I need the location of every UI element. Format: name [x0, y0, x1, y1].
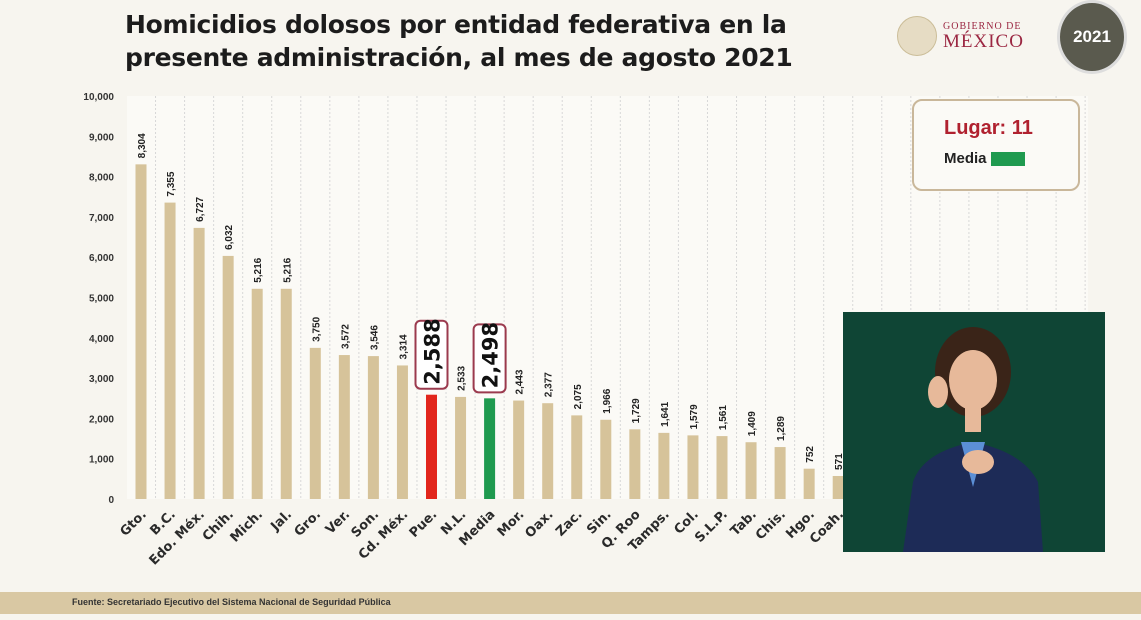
- data-label: 1,409: [747, 411, 758, 436]
- data-label: 3,572: [340, 324, 351, 349]
- data-label: 2,443: [515, 369, 526, 394]
- data-label: 2,075: [573, 384, 584, 409]
- y-tick-label: 9,000: [89, 132, 114, 143]
- bar-bc: [164, 202, 176, 499]
- bar-tab: [745, 442, 757, 499]
- bar-edomx: [193, 227, 205, 499]
- bar-pue: [426, 394, 437, 499]
- eagle-seal-icon: [897, 16, 937, 56]
- x-tick-label: Jal.: [267, 507, 295, 535]
- y-tick-label: 1,000: [89, 455, 114, 466]
- legend-box: Lugar: 11 Media: [912, 99, 1080, 191]
- highlight-label-box: [472, 323, 507, 394]
- lugar-label: Lugar:: [944, 117, 1007, 139]
- x-tick-label: Gro.: [292, 507, 324, 539]
- y-tick-label: 0: [108, 495, 114, 506]
- data-label: 1,579: [689, 404, 700, 429]
- bar-mor: [513, 400, 525, 499]
- gobierno-logo: GOBIERNO DE MÉXICO: [897, 16, 1024, 56]
- logo-line-2: MÉXICO: [943, 30, 1024, 52]
- x-tick-label: Oax.: [522, 507, 556, 541]
- data-label: 3,546: [369, 325, 380, 350]
- title-line-2: presente administración, al mes de agost…: [125, 43, 793, 72]
- badge-2021: 2021: [1057, 0, 1127, 74]
- data-label: 2,498: [479, 322, 503, 388]
- x-tick-label: S.L.P.: [692, 507, 731, 546]
- bar-oax: [542, 403, 554, 499]
- title-line-1: Homicidios dolosos por entidad federativ…: [125, 10, 787, 39]
- bar-gto: [135, 164, 147, 499]
- bar-coah: [832, 475, 844, 499]
- data-label: 7,355: [166, 171, 177, 196]
- bar-zac: [571, 415, 583, 499]
- data-label: 3,750: [311, 316, 322, 341]
- data-label: 1,966: [602, 388, 613, 413]
- highlight-label-box: [414, 319, 449, 390]
- data-label: 6,032: [224, 224, 235, 249]
- data-label: 5,216: [253, 257, 264, 282]
- x-tick-label: Chis.: [753, 507, 789, 543]
- sign-language-interpreter-video: [843, 312, 1105, 552]
- bar-cdmx: [396, 365, 408, 499]
- bar-tamps: [658, 432, 670, 499]
- logo-line-1: GOBIERNO DE: [943, 20, 1022, 32]
- y-tick-label: 3,000: [89, 374, 114, 385]
- data-label: 1,729: [631, 398, 642, 423]
- media-legend: Media: [944, 150, 1025, 167]
- x-tick-label: Gto.: [117, 507, 149, 539]
- data-label: 1,289: [776, 416, 787, 441]
- x-tick-label: Pue.: [407, 507, 441, 541]
- bar-jal: [280, 288, 292, 499]
- y-tick-label: 7,000: [89, 213, 114, 224]
- bar-media: [484, 398, 496, 499]
- data-label: 5,216: [282, 257, 293, 282]
- bar-qroo: [629, 429, 641, 499]
- data-label: 752: [805, 446, 816, 463]
- bar-chis: [774, 447, 786, 499]
- y-tick-label: 10,000: [83, 92, 114, 103]
- y-tick-label: 5,000: [89, 294, 114, 305]
- bar-sin: [600, 419, 612, 499]
- lugar-value: 11: [1011, 117, 1033, 139]
- chart-title: Homicidios dolosos por entidad federativ…: [125, 8, 793, 74]
- bar-col: [687, 435, 699, 499]
- lugar-text: Lugar: 11: [944, 117, 1033, 140]
- data-label: 571: [834, 453, 845, 470]
- bar-slp: [716, 436, 728, 499]
- y-tick-label: 8,000: [89, 173, 114, 184]
- media-label: Media: [944, 150, 987, 167]
- y-tick-label: 6,000: [89, 253, 114, 264]
- data-label: 2,533: [457, 365, 468, 390]
- bar-chih: [222, 255, 234, 499]
- y-tick-label: 4,000: [89, 334, 114, 345]
- x-tick-label: Zac.: [553, 507, 585, 539]
- data-label: 8,304: [137, 133, 148, 158]
- footer-bar: Fuente: Secretariado Ejecutivo del Siste…: [0, 592, 1141, 614]
- bar-nl: [455, 396, 467, 499]
- bar-mich: [251, 288, 263, 499]
- x-tick-label: Mich.: [228, 507, 266, 545]
- data-label: 2,588: [421, 318, 445, 384]
- bar-hgo: [803, 468, 815, 499]
- bar-gro: [309, 347, 321, 499]
- data-label: 1,561: [718, 405, 729, 430]
- source-text: Fuente: Secretariado Ejecutivo del Siste…: [72, 597, 391, 607]
- bar-son: [367, 356, 379, 499]
- x-tick-label: Ver.: [323, 507, 353, 537]
- data-label: 6,727: [195, 196, 206, 221]
- bar-ver: [338, 355, 350, 499]
- x-tick-label: Mor.: [495, 507, 528, 540]
- data-label: 1,641: [660, 401, 671, 426]
- y-tick-label: 2,000: [89, 414, 114, 425]
- data-label: 2,377: [544, 372, 555, 397]
- media-swatch: [990, 151, 1025, 166]
- data-label: 3,314: [398, 334, 409, 359]
